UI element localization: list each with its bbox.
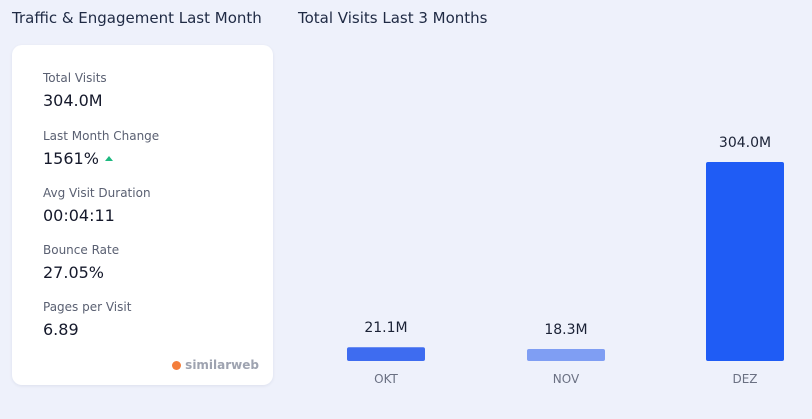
bar-value-label: 21.1M <box>364 320 407 336</box>
total-visits-bar-chart: 21.1M OKT 18.3M NOV 304.0M DEZ <box>347 135 784 386</box>
bar-nov[interactable] <box>527 349 605 361</box>
similarweb-logo-icon <box>172 361 182 370</box>
bar-dez[interactable] <box>706 162 784 361</box>
brand-name: similarweb <box>185 358 259 372</box>
metric-label: Pages per Visit <box>43 300 132 314</box>
metric-total-visits: Total Visits 304.0M <box>43 71 107 110</box>
similarweb-logo: similarweb <box>172 358 259 372</box>
x-tick-label: DEZ <box>732 372 757 386</box>
traffic-engagement-title: Traffic & Engagement Last Month <box>12 9 262 27</box>
trend-up-icon <box>104 156 113 161</box>
metric-avg-visit-duration: Avg Visit Duration 00:04:11 <box>43 186 151 225</box>
metric-bounce-rate: Bounce Rate 27.05% <box>43 243 119 282</box>
metric-value: 1561% <box>43 149 99 168</box>
metric-value-row: 1561% <box>43 149 159 168</box>
metric-value: 27.05% <box>43 263 105 282</box>
metric-value: 6.89 <box>43 320 79 339</box>
x-tick-label: NOV <box>553 372 580 386</box>
metric-pages-per-visit: Pages per Visit 6.89 <box>43 300 131 339</box>
metric-label: Total Visits <box>43 71 107 85</box>
metric-last-month-change: Last Month Change 1561% <box>43 129 159 168</box>
metric-value: 304.0M <box>43 91 103 110</box>
traffic-engagement-card: Total Visits 304.0M Last Month Change 15… <box>12 45 273 385</box>
metric-label: Avg Visit Duration <box>43 186 151 200</box>
x-tick-label: OKT <box>374 372 398 386</box>
metric-label: Bounce Rate <box>43 243 120 257</box>
metric-value: 00:04:11 <box>43 206 115 225</box>
bar-value-label: 304.0M <box>719 135 771 151</box>
total-visits-title: Total Visits Last 3 Months <box>298 9 488 27</box>
bar-okt[interactable] <box>347 347 425 361</box>
metric-label: Last Month Change <box>43 129 160 143</box>
bar-value-label: 18.3M <box>544 322 587 338</box>
